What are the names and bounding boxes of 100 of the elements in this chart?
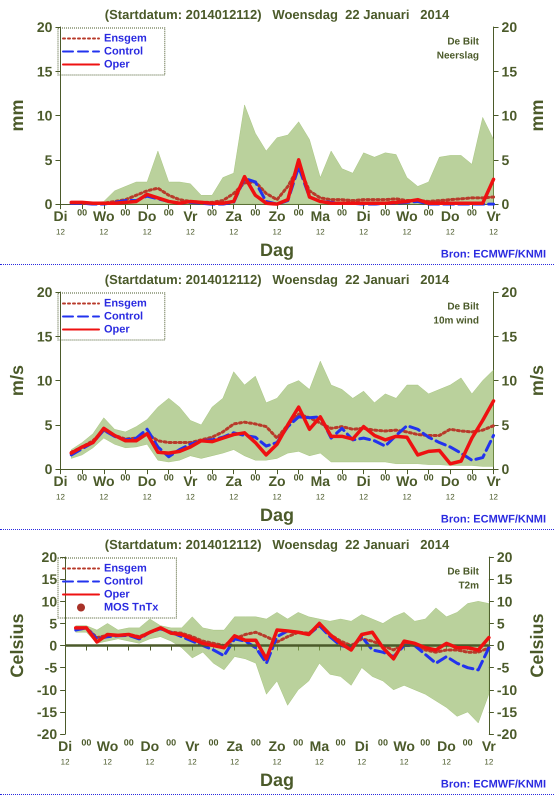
x-tick-label: Di 12 — [53, 208, 68, 237]
x-tick-label: Wo 12 — [396, 208, 418, 237]
x-tick-label: 00 — [466, 208, 477, 218]
y2-tick-label: 20 — [502, 19, 518, 35]
x-tick-label: Di 12 — [354, 738, 369, 767]
x-tick-label: 00 — [424, 208, 434, 218]
y2-axis-title: Celsius — [527, 614, 547, 678]
y-tick-label: 0 — [49, 638, 58, 654]
x-tick-label: 00 — [336, 738, 346, 748]
x-tick-label: 00 — [336, 208, 347, 218]
legend-label: MOS TnTx — [104, 602, 160, 614]
x-tick-label: Do 12 — [140, 738, 160, 767]
x-tick-label: 00 — [420, 738, 430, 748]
x-tick-label: Ma 12 — [310, 738, 330, 767]
x-tick-label: Di 12 — [53, 473, 68, 502]
line-series — [70, 415, 496, 462]
x-tick-label: Za 12 — [226, 473, 242, 502]
x-tick-label: Ma 12 — [310, 208, 330, 237]
x-tick-label: Vr 12 — [183, 473, 198, 502]
y-axis-title: m/s — [7, 365, 27, 396]
x-tick-label: Do 12 — [138, 473, 156, 502]
x-tick-label: Wo 12 — [93, 208, 115, 237]
annotation: De Bilt — [447, 302, 480, 312]
y2-tick-label: 15 — [502, 63, 518, 80]
line-series — [70, 412, 496, 454]
x-tick-label: 00 — [124, 738, 134, 748]
y-tick-label: 20 — [36, 19, 53, 35]
x-tick-label: Vr 12 — [185, 738, 200, 767]
legend-label: Ensgem — [104, 32, 148, 44]
x-tick-label: Wo 12 — [93, 473, 115, 502]
x-tick-label: 00 — [378, 738, 388, 748]
y2-tick-label: 10 — [502, 108, 518, 124]
x-tick-label: Za 12 — [226, 208, 242, 237]
y-tick-label: 0 — [44, 196, 53, 212]
annotation: Neerslag — [436, 50, 479, 62]
y2-tick-label: 10 — [496, 593, 513, 610]
y2-tick-label: 0 — [502, 461, 510, 478]
annotation: De Bilt — [447, 36, 480, 48]
y2-tick-label: 5 — [502, 416, 510, 433]
y-tick-label: 5 — [49, 615, 58, 632]
x-tick-label: 00 — [164, 208, 174, 218]
legend-label: Control — [104, 310, 144, 322]
x-tick-label: 00 — [462, 738, 473, 748]
y-tick-label: 15 — [36, 328, 53, 344]
y2-axis-title: m/s — [527, 365, 547, 396]
x-axis-title: Dag — [260, 240, 294, 260]
y-tick-label: -5 — [44, 660, 58, 676]
legend-label: Oper — [104, 588, 130, 600]
x-tick-label: 00 — [336, 472, 347, 483]
x-tick-label: Di 12 — [356, 208, 371, 237]
y-tick-label: 10 — [36, 372, 53, 389]
line-series — [70, 399, 496, 466]
x-tick-label: Zo 12 — [268, 208, 286, 237]
x-tick-label: Vr 12 — [486, 208, 502, 237]
annotation: 10m wind — [433, 316, 480, 326]
x-tick-label: 00 — [380, 472, 390, 483]
y-tick-label: 20 — [36, 284, 53, 300]
y-tick-label: -20 — [36, 726, 58, 742]
legend-label: Control — [104, 46, 144, 58]
x-tick-label: Ma 12 — [310, 473, 330, 502]
x-tick-label: 00 — [120, 472, 130, 483]
y-tick-label: 10 — [42, 593, 58, 610]
chart-title: (Startdatum: 2014012112) Woensdag 22 Januari 2014 — [104, 537, 450, 552]
x-tick-label: Vr 12 — [183, 208, 198, 237]
x-tick-label: 00 — [424, 472, 434, 483]
y-tick-label: 0 — [44, 461, 53, 478]
x-tick-label: 00 — [77, 208, 88, 218]
x-tick-label: 00 — [250, 472, 260, 483]
y2-tick-label: 15 — [502, 328, 518, 344]
y2-tick-label: 20 — [502, 284, 518, 300]
x-tick-label: 00 — [166, 738, 176, 748]
x-tick-label: 00 — [294, 208, 304, 218]
x-tick-label: 00 — [380, 208, 390, 218]
x-tick-label: 00 — [81, 738, 92, 748]
y2-tick-label: 0 — [502, 196, 510, 212]
y2-tick-label: 15 — [496, 571, 513, 588]
x-tick-label: 00 — [466, 472, 477, 483]
text: Bron: ECMWF/KNMI — [440, 778, 546, 790]
x-tick-label: Vr 12 — [482, 738, 496, 767]
y-tick-label: 15 — [36, 63, 53, 80]
annotation: T2m — [458, 580, 480, 592]
x-tick-label: Do 12 — [440, 208, 460, 237]
legend-label: Ensgem — [104, 298, 148, 310]
y2-tick-label: 0 — [496, 638, 505, 654]
x-tick-label: Do 12 — [138, 208, 156, 237]
x-tick-label: Wo 12 — [96, 738, 118, 767]
x-tick-label: Di 12 — [58, 738, 72, 767]
y2-tick-label: -5 — [496, 660, 510, 676]
y-tick-label: 5 — [44, 152, 53, 168]
x-tick-label: 00 — [293, 738, 304, 748]
x-axis-title: Dag — [260, 770, 294, 790]
x-tick-label: 00 — [207, 208, 218, 218]
y2-tick-label: 20 — [496, 549, 513, 565]
x-tick-label: Wo 12 — [396, 473, 418, 502]
x-tick-label: 00 — [294, 472, 304, 483]
x-tick-label: 00 — [250, 738, 261, 748]
y2-tick-label: 5 — [496, 615, 505, 632]
y2-axis-title: mm — [527, 100, 547, 132]
x-tick-label: Do 12 — [440, 473, 460, 502]
line-series — [74, 622, 491, 661]
